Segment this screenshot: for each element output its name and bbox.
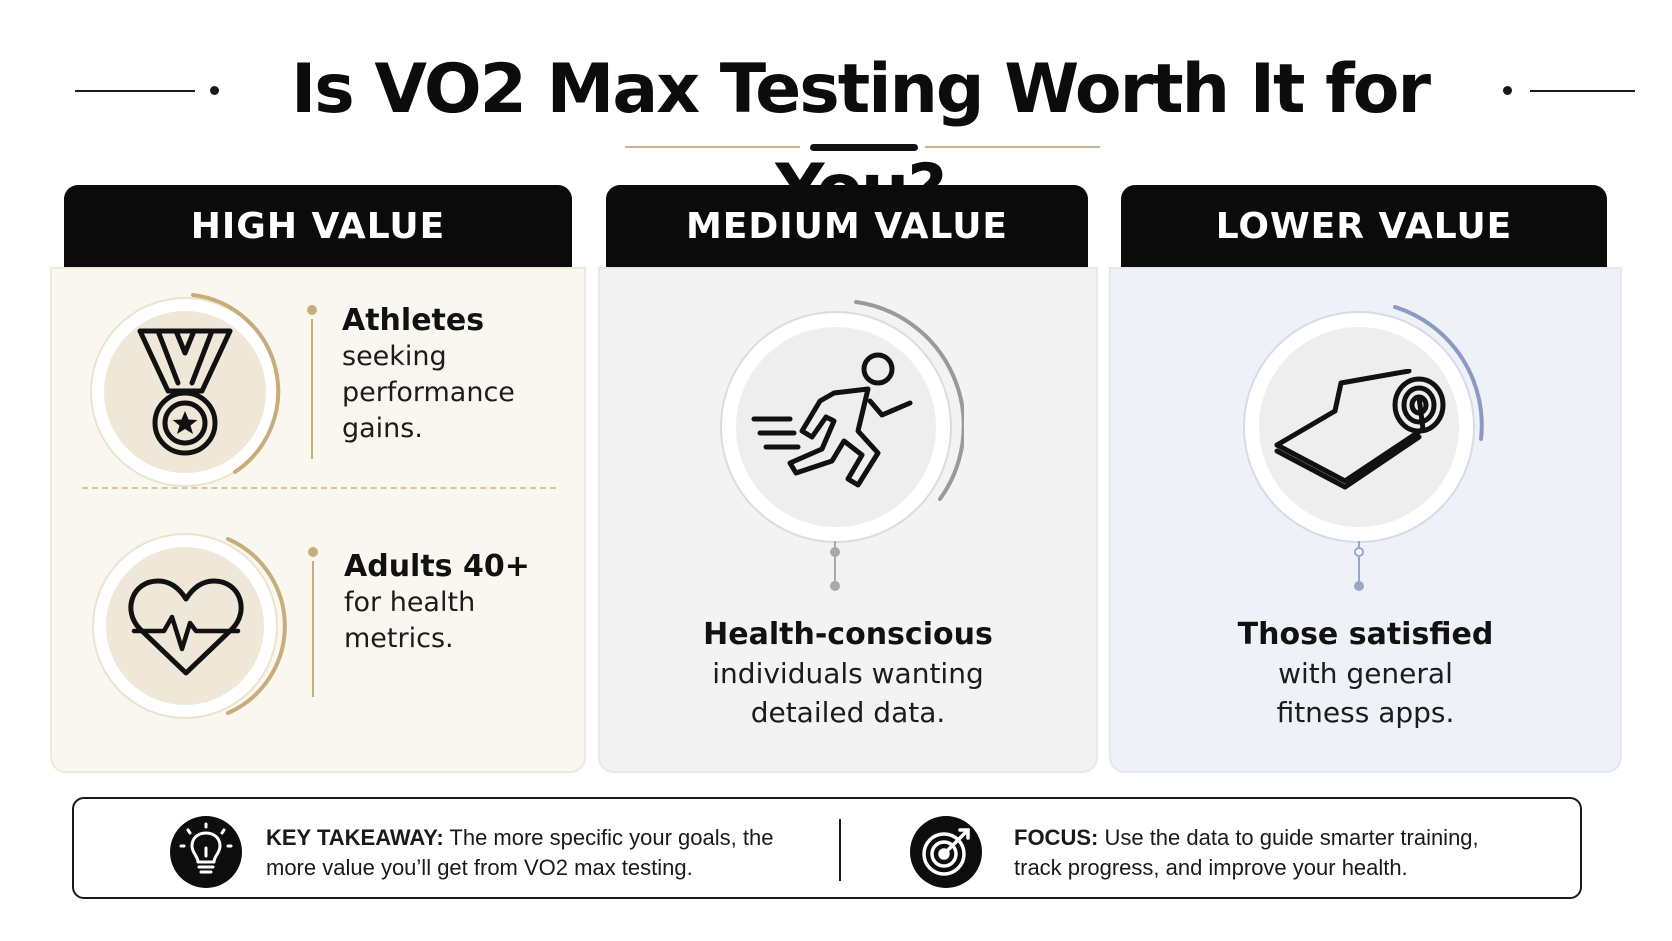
medal-progress-arc: [191, 293, 281, 474]
title-right-rule: [1530, 90, 1635, 92]
bottom-bar-divider: [839, 819, 841, 881]
athletes-line-2: performance: [342, 377, 515, 408]
key-takeaway-line-1: The more specific your goals, the: [449, 825, 774, 850]
athletes-text: Athletes seeking performance gains.: [342, 303, 572, 447]
medium-value-heading: Health-conscious: [703, 617, 993, 652]
medium-value-line-2: detailed data.: [750, 696, 946, 729]
title-underline-left: [625, 146, 800, 148]
mat-stem-dot-bottom: [1354, 581, 1364, 591]
heart-disc: [92, 533, 287, 719]
athletes-line-1: seeking: [342, 341, 447, 372]
focus-line-1: Use the data to guide smarter training,: [1104, 825, 1479, 850]
title-row: Is VO2 Max Testing Worth It for You?: [0, 40, 1672, 229]
high-value-item-adults: Adults 40+ for health metrics.: [52, 519, 588, 769]
runner-disc: [720, 300, 964, 543]
adults-marker-line: [312, 561, 314, 697]
focus-text: FOCUS: Use the data to guide smarter tra…: [1014, 823, 1554, 883]
mat-disc: [1243, 305, 1484, 543]
rolled-mat-icon: [1274, 369, 1446, 490]
title-right-dot: [1503, 86, 1512, 95]
runner-progress-arc: [854, 300, 964, 501]
heart-pulse-icon: [128, 578, 244, 676]
lower-value-heading: Those satisfied: [1237, 617, 1494, 652]
adults-heading: Adults 40+: [344, 549, 530, 584]
medal-icon: [137, 328, 233, 456]
mat-progress-arc: [1393, 305, 1484, 441]
lower-value-line-2: fitness apps.: [1276, 696, 1455, 729]
focus-label: FOCUS:: [1014, 825, 1099, 850]
medium-value-line-1: individuals wanting: [712, 657, 984, 690]
title-underline-right: [925, 146, 1100, 148]
medal-disc: [90, 293, 281, 487]
runner-stem-dot-top: [830, 547, 840, 557]
lightbulb-icon: [170, 816, 242, 888]
lower-value-line-1: with general: [1278, 657, 1453, 690]
column-body-high: Athletes seeking performance gains.: [50, 267, 586, 773]
column-body-medium: Health-conscious individuals wanting det…: [598, 267, 1098, 773]
adults-text: Adults 40+ for health metrics.: [344, 549, 574, 657]
athletes-marker-line: [311, 319, 313, 459]
adults-line-2: metrics.: [344, 623, 454, 654]
athletes-heading: Athletes: [342, 303, 485, 338]
athletes-line-3: gains.: [342, 413, 423, 444]
mat-stem-dot-top: [1354, 547, 1364, 557]
mat-stem: [1358, 541, 1360, 585]
runner-stem-dot-bottom: [830, 581, 840, 591]
high-value-divider: [82, 487, 556, 489]
key-takeaway-label: KEY TAKEAWAY:: [266, 825, 444, 850]
target-icon: [910, 816, 982, 888]
title-left-rule: [75, 90, 195, 92]
title-underline-center: [810, 144, 918, 151]
adults-line-1: for health: [344, 587, 476, 618]
athletes-marker-dot: [307, 305, 317, 315]
column-header-lower: LOWER VALUE: [1121, 185, 1607, 267]
lower-value-text: Those satisfied with general fitness app…: [1111, 615, 1620, 732]
key-takeaway-text: KEY TAKEAWAY: The more specific your goa…: [266, 823, 806, 883]
key-takeaway-line-2: more value you’ll get from VO2 max testi…: [266, 855, 693, 880]
high-value-item-athletes: Athletes seeking performance gains.: [52, 269, 588, 589]
heart-progress-arc: [226, 537, 287, 715]
title-left-dot: [210, 86, 219, 95]
runner-stem: [834, 541, 836, 585]
medium-value-text: Health-conscious individuals wanting det…: [600, 615, 1096, 732]
focus-line-2: track progress, and improve your health.: [1014, 855, 1408, 880]
runner-icon: [751, 352, 913, 488]
column-header-medium: MEDIUM VALUE: [606, 185, 1088, 267]
column-body-lower: Those satisfied with general fitness app…: [1109, 267, 1622, 773]
bottom-summary-bar: KEY TAKEAWAY: The more specific your goa…: [72, 797, 1582, 899]
adults-marker-dot: [308, 547, 318, 557]
column-header-high: HIGH VALUE: [64, 185, 572, 267]
